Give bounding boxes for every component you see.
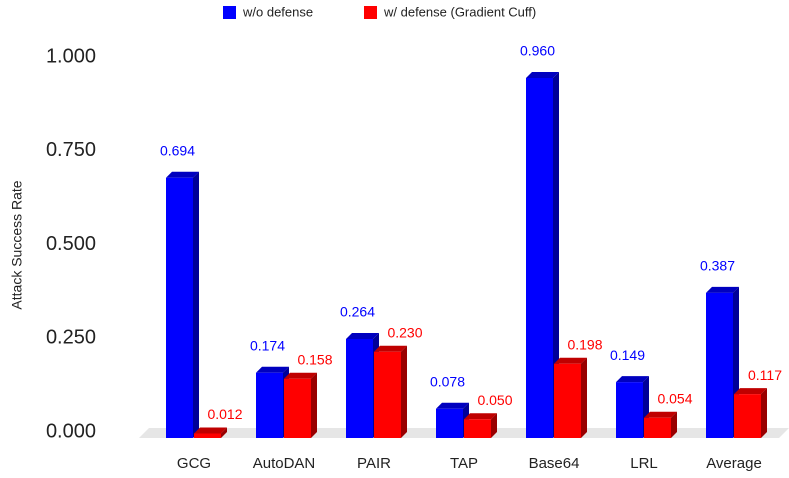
bar-top xyxy=(166,171,199,178)
bar-side xyxy=(553,72,559,438)
value-label: 0.174 xyxy=(250,337,285,353)
value-label: 0.158 xyxy=(297,351,332,367)
legend-swatch xyxy=(364,6,377,19)
legend-swatch xyxy=(223,6,236,19)
value-label: 0.387 xyxy=(700,258,735,274)
bar xyxy=(346,339,373,438)
value-label: 0.230 xyxy=(387,324,422,340)
value-label: 0.960 xyxy=(520,43,555,59)
bar-top xyxy=(284,372,317,379)
value-label: 0.054 xyxy=(657,390,692,406)
value-label: 0.149 xyxy=(610,347,645,363)
value-label: 0.264 xyxy=(340,304,375,320)
bar-top xyxy=(526,72,559,78)
y-tick-label: 0.750 xyxy=(46,139,96,161)
bar xyxy=(166,177,193,438)
bar xyxy=(436,408,463,438)
x-tick-label: PAIR xyxy=(357,455,391,472)
value-label: 0.012 xyxy=(207,406,242,422)
y-tick-label: 0.000 xyxy=(46,420,96,442)
value-label: 0.694 xyxy=(160,142,195,158)
x-tick-label: Base64 xyxy=(529,455,580,472)
bar-top xyxy=(194,427,227,434)
bar-top xyxy=(464,413,497,420)
bar xyxy=(706,292,733,438)
x-tick-label: Average xyxy=(706,455,762,472)
value-label: 0.198 xyxy=(567,336,602,352)
value-label: 0.078 xyxy=(430,373,465,389)
x-tick-label: AutoDAN xyxy=(253,455,316,472)
legend-label: w/o defense xyxy=(242,4,313,19)
bar-top xyxy=(734,388,767,395)
x-tick-label: GCG xyxy=(177,455,211,472)
bar xyxy=(644,417,671,438)
bar-top xyxy=(256,366,289,373)
bar-top xyxy=(374,345,407,352)
bar xyxy=(256,372,283,438)
y-axis-title: Attack Success Rate xyxy=(9,180,25,309)
bar-top xyxy=(436,402,469,409)
bar xyxy=(284,378,311,438)
bar xyxy=(554,363,581,438)
bar-side xyxy=(491,413,497,438)
value-label: 0.050 xyxy=(477,392,512,408)
bar-side xyxy=(581,357,587,438)
bar xyxy=(374,351,401,438)
bar xyxy=(464,419,491,438)
bar-side xyxy=(671,411,677,438)
bar xyxy=(734,394,761,438)
bar-side xyxy=(221,427,227,438)
bar xyxy=(526,78,553,438)
y-tick-label: 0.250 xyxy=(46,327,96,349)
bar-side xyxy=(311,372,317,438)
legend-label: w/ defense (Gradient Cuff) xyxy=(383,4,536,19)
value-label: 0.117 xyxy=(748,367,782,383)
y-tick-label: 0.500 xyxy=(46,233,96,255)
y-tick-label: 1.000 xyxy=(46,45,96,67)
x-tick-label: TAP xyxy=(450,455,478,472)
bar-side xyxy=(401,345,407,438)
bar xyxy=(194,433,221,438)
bar-side xyxy=(193,171,199,438)
x-tick-label: LRL xyxy=(630,455,658,472)
bar xyxy=(616,382,643,438)
bar-side xyxy=(761,388,767,438)
bar-top xyxy=(644,411,677,418)
bar-top xyxy=(706,286,739,293)
bar-top xyxy=(616,376,649,383)
bar-top xyxy=(346,333,379,339)
bar-top xyxy=(554,357,587,364)
